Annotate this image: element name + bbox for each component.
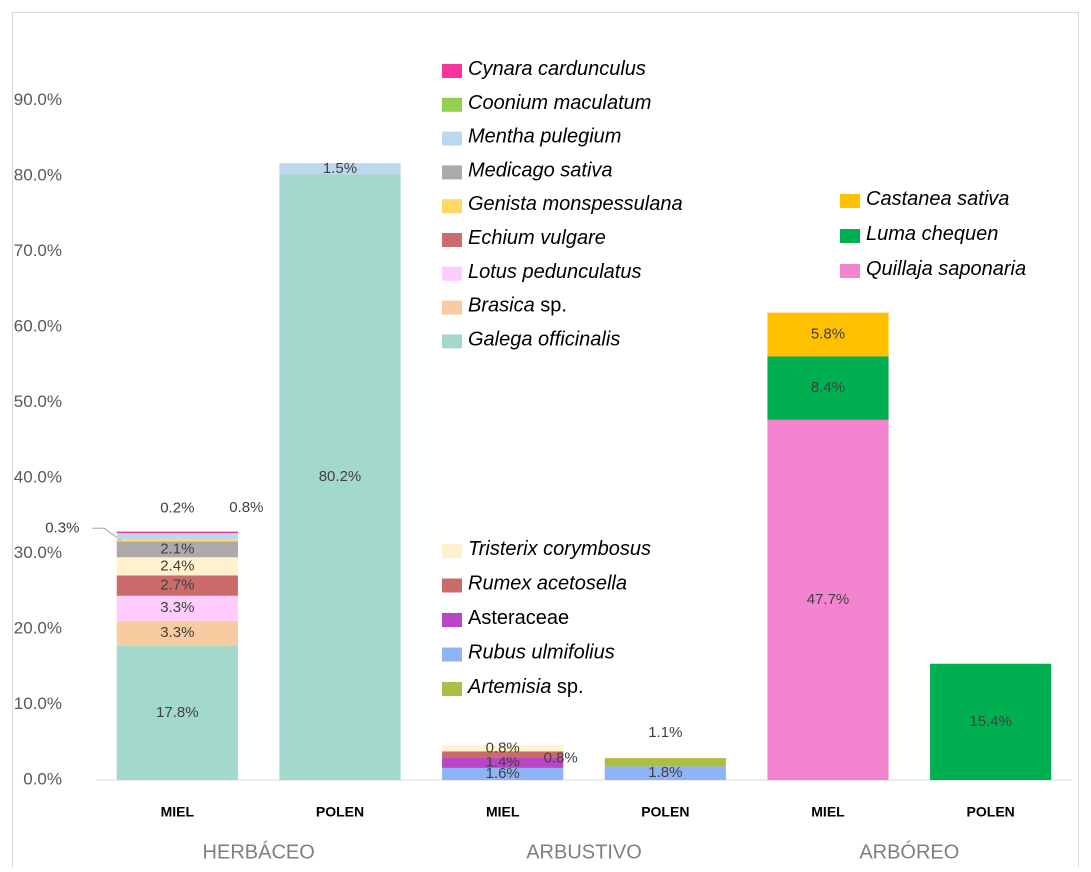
y-tick-label: 70.0% [14, 241, 62, 260]
data-label: 0.3% [45, 519, 79, 536]
data-label: 2.7% [160, 577, 194, 594]
legend-label: Lotus pedunculatus [468, 261, 641, 283]
bar-segment [767, 419, 889, 780]
leader-line [92, 527, 122, 541]
data-label: 0.8% [229, 499, 263, 516]
data-label: 2.4% [160, 557, 194, 574]
legend-label: Tristerix corymbosus [468, 538, 651, 560]
legend-label: Artemisia sp. [467, 676, 584, 698]
data-label: 80.2% [319, 468, 362, 485]
legend-swatch [442, 199, 462, 214]
bar-segment [116, 575, 238, 596]
data-label: 5.8% [811, 326, 845, 343]
data-label: 15.4% [969, 713, 1012, 730]
legend-label: Rumex acetosella [468, 573, 627, 595]
legend-label: Castanea sativa [866, 188, 1009, 210]
legend-label: Medicago sativa [468, 160, 613, 182]
bar-segment [116, 557, 238, 576]
legend-label: Mentha pulegium [468, 126, 621, 148]
x-tick-label: MIEL [486, 804, 520, 820]
x-tick-label: POLEN [641, 804, 689, 820]
data-label: 1.1% [648, 724, 682, 741]
bar-segment [279, 174, 401, 781]
bar-segment [116, 541, 238, 558]
legend-swatch [442, 613, 462, 627]
bar-segment [442, 757, 564, 768]
legend-label: Galega officinalis [468, 329, 620, 351]
bar-segment [767, 356, 889, 420]
legend-label: Echium vulgare [468, 227, 606, 249]
data-label: 0.8% [486, 739, 520, 756]
x-tick-label: POLEN [967, 804, 1015, 820]
legend-label: Quillaja saponaria [866, 258, 1026, 280]
legend-label: Brasica sp. [468, 295, 567, 317]
group-label: ARBUSTIVO [526, 841, 642, 863]
legend-swatch [840, 264, 860, 278]
legend-swatch [442, 233, 462, 247]
bar-segment [442, 745, 564, 752]
legend-label: Coonium maculatum [468, 92, 651, 114]
legend-swatch [442, 97, 462, 112]
legend-swatch [442, 131, 462, 146]
legend-swatch [442, 266, 462, 281]
x-tick-label: MIEL [811, 804, 845, 820]
legend-label: Asteraceae [468, 607, 569, 629]
legend-label: Rubus ulmifolius [468, 642, 615, 664]
legend-label: Cynara cardunculus [468, 58, 646, 80]
legend-label: Luma chequen [866, 223, 998, 245]
y-tick-label: 30.0% [14, 543, 62, 562]
bar-segment [116, 595, 238, 621]
bar-segment [767, 312, 889, 357]
bar-segment [604, 758, 726, 767]
group-label: HERBÁCEO [203, 840, 315, 863]
data-label: 1.6% [486, 765, 520, 782]
y-tick-label: 60.0% [14, 316, 62, 335]
legend-swatch [442, 647, 462, 662]
x-tick-label: POLEN [316, 804, 364, 820]
data-label: 0.8% [544, 749, 578, 766]
data-label: 3.3% [160, 599, 194, 616]
data-label: 1.4% [486, 754, 520, 771]
bar-segment [442, 767, 564, 780]
y-tick-label: 40.0% [14, 467, 62, 486]
legend-swatch [442, 334, 462, 349]
legend-swatch [442, 64, 462, 78]
bar-segment [116, 645, 238, 780]
legend-swatch [442, 544, 462, 558]
legend-swatch [840, 194, 860, 208]
legend-swatch [442, 578, 462, 593]
bar-segment [116, 533, 238, 540]
y-tick-label: 10.0% [14, 694, 62, 713]
data-label: 1.8% [648, 764, 682, 781]
data-label: 8.4% [811, 379, 845, 396]
data-label: 2.1% [160, 540, 194, 557]
bar-segment [930, 663, 1052, 780]
y-tick-label: 50.0% [14, 392, 62, 411]
legend-swatch [442, 165, 462, 180]
y-tick-label: 20.0% [14, 618, 62, 637]
bar-segment [116, 539, 238, 542]
data-label: 17.8% [156, 704, 199, 721]
data-label: 3.3% [160, 624, 194, 641]
group-label: ARBÓREO [859, 840, 959, 863]
y-tick-label: 90.0% [14, 90, 62, 109]
legend-swatch [442, 300, 462, 315]
y-tick-label: 0.0% [23, 769, 62, 788]
data-label: 0.2% [160, 499, 194, 516]
y-tick-label: 80.0% [14, 165, 62, 184]
legend-swatch [840, 229, 860, 243]
legend-swatch [442, 682, 462, 696]
legend-label: Genista monspessulana [468, 193, 683, 215]
data-label: 47.7% [807, 591, 850, 608]
bar-segment [279, 163, 401, 175]
bar-segment [116, 531, 238, 534]
bar-segment [442, 751, 564, 758]
x-tick-label: MIEL [161, 804, 195, 820]
bar-segment [116, 620, 238, 646]
bar-segment [604, 766, 726, 780]
data-label: 1.5% [323, 160, 357, 177]
